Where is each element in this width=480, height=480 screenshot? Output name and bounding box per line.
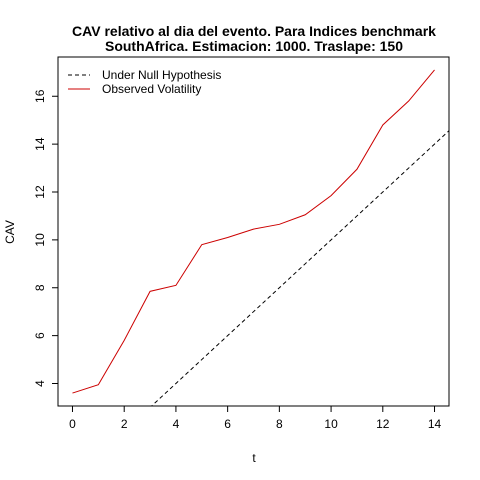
y-tick-label: 10: [33, 233, 47, 247]
x-tick-label: 14: [428, 417, 442, 431]
chart-title: CAV relativo al dia del evento. Para Ind…: [72, 23, 436, 39]
y-axis-label: CAV: [3, 220, 17, 244]
x-tick-label: 10: [324, 417, 338, 431]
x-tick-label: 8: [276, 417, 283, 431]
x-tick-label: 2: [121, 417, 128, 431]
x-tick-label: 6: [224, 417, 231, 431]
y-tick-label: 4: [33, 380, 47, 387]
y-tick-label: 14: [33, 137, 47, 151]
y-tick-label: 16: [33, 89, 47, 103]
x-tick-label: 12: [376, 417, 390, 431]
legend-label: Under Null Hypothesis: [102, 68, 221, 82]
x-tick-label: 4: [173, 417, 180, 431]
legend-label: Observed Volatility: [102, 82, 201, 96]
plot-box: [57, 56, 450, 407]
y-tick-label: 8: [33, 284, 47, 291]
y-tick-label: 12: [33, 185, 47, 199]
series-line: [72, 69, 435, 394]
x-tick-label: 0: [69, 417, 76, 431]
chart-title: SouthAfrica. Estimacion: 1000. Traslape:…: [105, 38, 403, 54]
x-axis-label: t: [252, 451, 256, 465]
y-tick-label: 6: [33, 332, 47, 339]
